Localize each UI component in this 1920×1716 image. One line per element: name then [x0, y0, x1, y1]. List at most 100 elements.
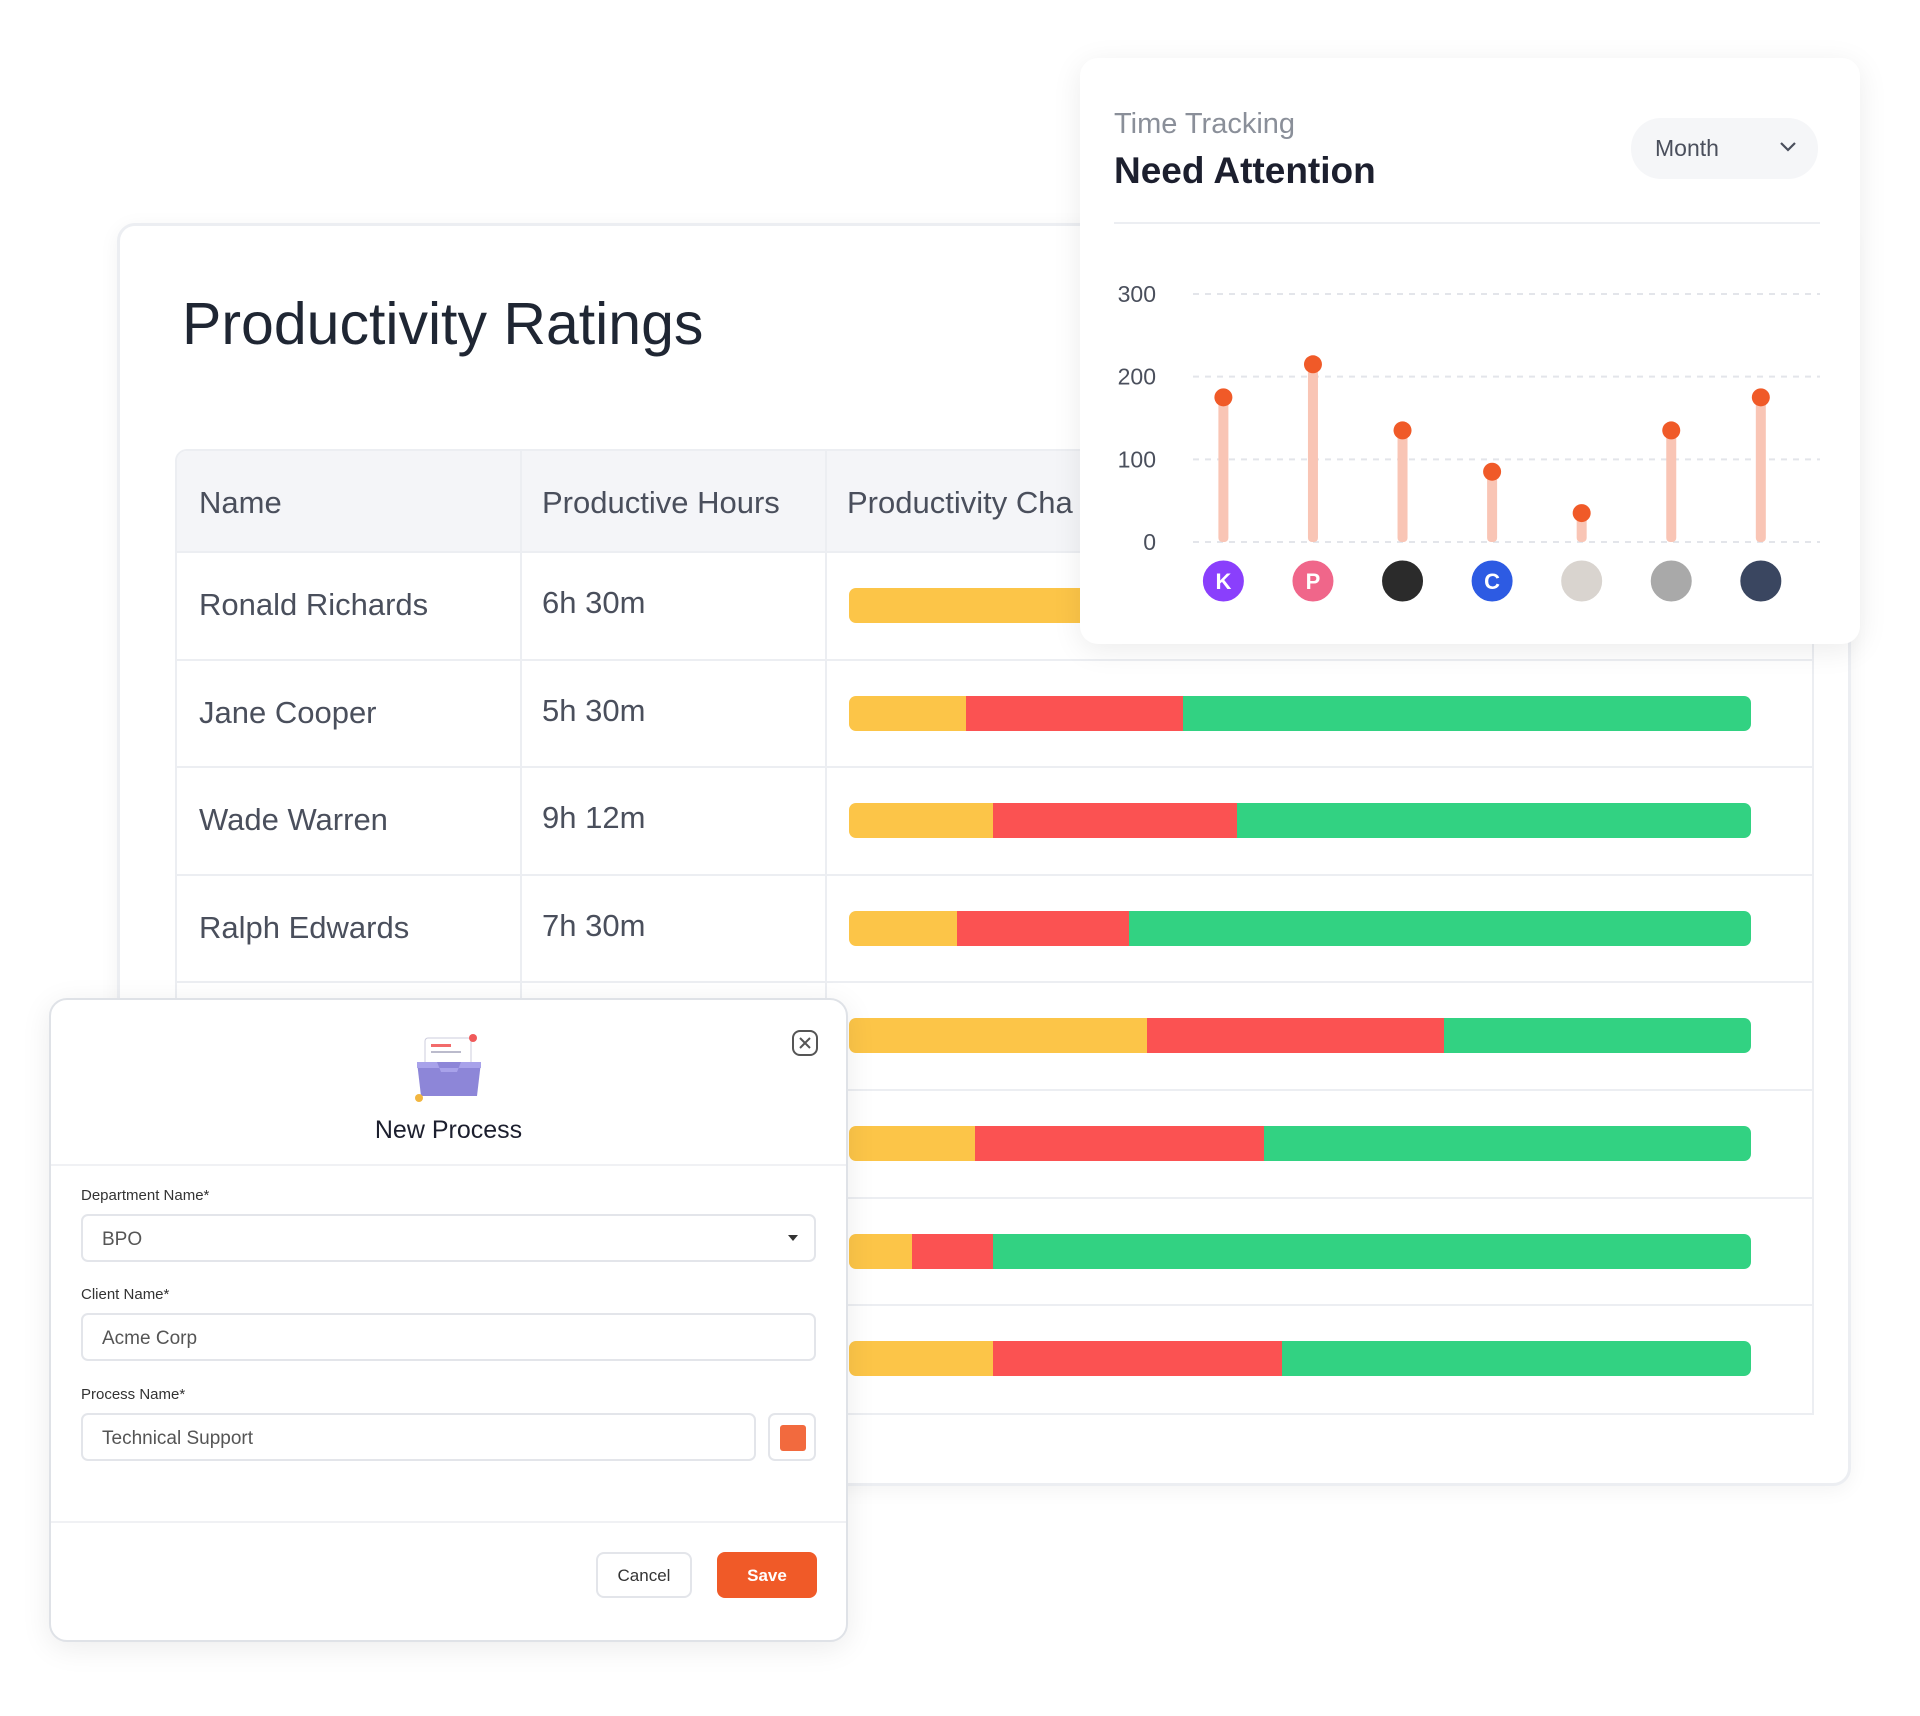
cancel-label: Cancel: [617, 1566, 671, 1585]
bar-segment: [993, 803, 1237, 839]
stem: [1218, 397, 1229, 542]
stem: [1755, 397, 1766, 542]
row-divider: [177, 873, 1812, 876]
avatar: [1468, 557, 1516, 605]
modal-title: New Process: [374, 1116, 523, 1144]
y-tick-label: 0: [1143, 529, 1156, 555]
bar-segment: [1182, 695, 1751, 731]
avatar-initial: P: [1306, 569, 1321, 594]
bar-segment: [849, 1341, 994, 1377]
column-divider: [520, 451, 522, 1413]
text-input[interactable]: Acme Corp: [81, 1313, 816, 1361]
hours-cell: 5h 30m: [542, 692, 646, 728]
field-label: Process Name*: [81, 1386, 186, 1403]
card-title: Productivity Ratings: [182, 291, 704, 357]
field-value: Acme Corp: [102, 1328, 198, 1349]
bar-segment: [1128, 910, 1751, 946]
column-header: Productivity Cha: [847, 485, 1073, 520]
avatar: [1647, 557, 1695, 605]
bar-segment: [993, 1341, 1282, 1377]
row-divider: [177, 981, 1812, 984]
hours-cell: 9h 12m: [542, 800, 646, 836]
bar-segment: [1263, 1126, 1751, 1161]
save-button[interactable]: Save: [717, 1552, 817, 1598]
field-value: Technical Support: [102, 1428, 254, 1449]
avatar-initial: K: [1215, 569, 1231, 594]
progress-bar: [849, 910, 1751, 946]
bar-segment: [849, 1233, 913, 1269]
color-picker[interactable]: [768, 1413, 816, 1461]
y-tick-label: 100: [1118, 446, 1156, 472]
dot: [1214, 388, 1233, 407]
name-cell: Jane Cooper: [199, 694, 377, 730]
bar-segment: [993, 1233, 1751, 1269]
progress-bar: [849, 803, 1751, 839]
dot: [1303, 355, 1322, 374]
bar-segment: [912, 1233, 994, 1269]
period-dropdown[interactable]: Month: [1631, 118, 1818, 179]
period-label: Month: [1655, 135, 1719, 161]
bar-segment: [849, 588, 1084, 623]
field-value: BPO: [102, 1229, 143, 1250]
row-divider: [177, 658, 1812, 661]
bar-segment: [957, 910, 1129, 946]
icon: [415, 1034, 481, 1102]
title: Need Attention: [1114, 150, 1376, 191]
cancel-button[interactable]: Cancel: [596, 1552, 692, 1598]
progress-bar: [849, 1018, 1751, 1054]
chevron: [1780, 142, 1796, 152]
stem: [1307, 364, 1318, 542]
avatar: [1289, 557, 1337, 605]
bar-segment: [849, 695, 967, 731]
avatar: [1558, 557, 1606, 605]
progress-bar: [849, 1233, 1751, 1269]
avatar: [1379, 557, 1427, 605]
name-cell: Wade Warren: [199, 802, 388, 838]
bar-segment: [975, 1126, 1264, 1161]
bar-segment: [849, 910, 958, 946]
stem: [1487, 471, 1498, 542]
row-divider: [177, 766, 1812, 769]
stem: [1397, 430, 1408, 542]
divider: [51, 1164, 846, 1166]
bar-segment: [1444, 1018, 1751, 1054]
bar-segment: [849, 1126, 976, 1161]
field-label: Client Name*: [81, 1286, 170, 1303]
modal: New Process Cancel Save Department Name*…: [49, 998, 848, 1642]
bar-segment: [966, 695, 1183, 731]
y-tick-label: 300: [1118, 281, 1156, 307]
bar-segment: [849, 1018, 1147, 1054]
progress-bar: [849, 1341, 1751, 1377]
name-cell: Ronald Richards: [199, 587, 429, 622]
bar-segment: [1281, 1341, 1751, 1377]
time-tracking-card: Time Tracking Need Attention Month 0 100 2…: [1080, 58, 1860, 644]
name-cell: Ralph Edwards: [199, 909, 410, 945]
color-swatch: [780, 1425, 806, 1451]
close-button[interactable]: [791, 1029, 819, 1057]
text-input[interactable]: Technical Support: [81, 1413, 756, 1461]
progress-bar: [849, 1126, 1751, 1161]
select[interactable]: BPO: [81, 1214, 816, 1262]
progress-bar: [849, 695, 1751, 731]
chart: 0 100 200 300 K P C: [1118, 281, 1820, 605]
hours-cell: 7h 30m: [542, 907, 646, 943]
column-divider: [825, 451, 827, 1413]
bar-segment: [1236, 803, 1751, 839]
divider: [1114, 222, 1820, 224]
dot: [1751, 388, 1770, 407]
y-tick-label: 200: [1118, 364, 1156, 390]
column-header: Name: [199, 485, 282, 520]
row-divider: [177, 1196, 1812, 1199]
dot: [1483, 462, 1502, 481]
stem: [1666, 430, 1677, 542]
dot: [1393, 421, 1412, 440]
dot: [1662, 421, 1681, 440]
caret: [788, 1235, 798, 1241]
field-label: Department Name*: [81, 1187, 210, 1204]
row-divider: [177, 551, 1812, 553]
row-divider: [177, 1304, 1812, 1307]
avatar: [1199, 557, 1247, 605]
save-label: Save: [747, 1566, 787, 1585]
bar-segment: [1146, 1018, 1445, 1054]
